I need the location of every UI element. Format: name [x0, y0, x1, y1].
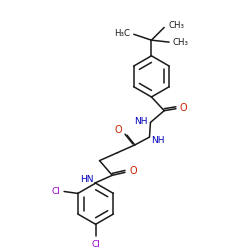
Text: O: O: [114, 125, 122, 135]
Text: O: O: [130, 166, 138, 176]
Text: Cl: Cl: [51, 187, 60, 196]
Text: CH₃: CH₃: [168, 21, 184, 30]
Text: Cl: Cl: [91, 240, 100, 249]
Text: CH₃: CH₃: [173, 38, 189, 46]
Text: HN: HN: [80, 175, 94, 184]
Text: NH: NH: [152, 136, 165, 144]
Text: NH: NH: [134, 117, 147, 126]
Text: H₃C: H₃C: [114, 29, 130, 38]
Text: O: O: [180, 103, 188, 113]
